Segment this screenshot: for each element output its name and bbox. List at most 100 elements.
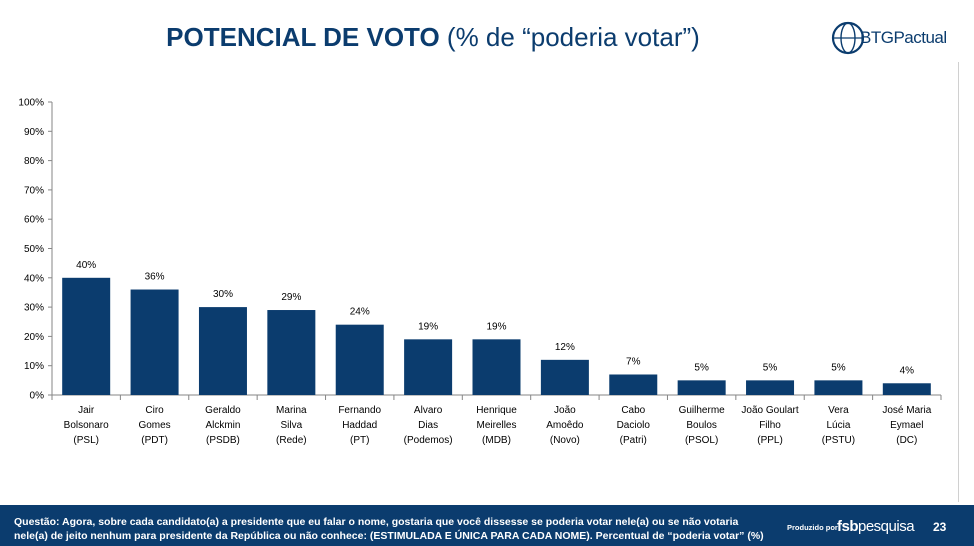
y-tick-label: 50% (24, 244, 44, 255)
category-label-line: Alckmin (205, 420, 240, 431)
category-label-line: Daciolo (617, 420, 651, 431)
category-label-line: João Goulart (741, 405, 798, 416)
title-subtitle: (% de “poderia votar”) (439, 22, 700, 52)
category-label-line: (PSL) (73, 435, 99, 446)
bar (609, 374, 658, 395)
category-label-line: (DC) (896, 435, 917, 446)
category-label-line: Silva (281, 420, 303, 431)
category-label: Fernando Haddad (PT) (338, 405, 381, 446)
bar (130, 289, 179, 395)
category-label-line: João (554, 405, 576, 416)
y-tick-label: 70% (24, 185, 44, 196)
category-label-line: Jair (78, 405, 95, 416)
label-layer: 40% Jair Bolsonaro (PSL) 36% Ciro Gomes (PDT) 30… (64, 260, 932, 446)
y-tick-label: 0% (30, 391, 45, 402)
category-label-line: Vera (828, 405, 849, 416)
category-label-line: (Rede) (276, 435, 307, 446)
page-number: 23 (933, 520, 947, 534)
category-label-line: Meirelles (476, 420, 516, 431)
category-label: Vera Lúcia (PSTU) (822, 405, 855, 446)
category-label-line: Alvaro (414, 405, 443, 416)
category-label-line: (Podemos) (404, 435, 453, 446)
data-label: 36% (145, 272, 165, 283)
category-label-line: Marina (276, 405, 307, 416)
category-label: Geraldo Alckmin (PSDB) (205, 405, 241, 446)
category-label: João Goulart Filho (PPL) (741, 405, 798, 446)
bar (540, 359, 589, 395)
bar (404, 339, 453, 395)
bar (814, 380, 863, 395)
category-label-line: Gomes (138, 420, 170, 431)
y-tick-label: 20% (24, 332, 44, 343)
right-divider (958, 62, 959, 502)
y-tick-label: 60% (24, 215, 44, 226)
category-label-line: (PDT) (141, 435, 168, 446)
data-label: 5% (694, 362, 709, 373)
category-label: Marina Silva (Rede) (276, 405, 307, 446)
category-label: Ciro Gomes (PDT) (138, 405, 170, 446)
data-label: 30% (213, 289, 233, 300)
category-label-line: (PSDB) (206, 435, 240, 446)
fsb-logo-b: pesquisa (858, 518, 915, 535)
category-label-line: Eymael (890, 420, 923, 431)
data-label: 24% (350, 307, 370, 318)
page-title: POTENCIAL DE VOTO (% de “poderia votar”) (0, 22, 866, 53)
y-tick-label: 40% (24, 273, 44, 284)
data-label: 5% (763, 362, 778, 373)
data-label: 4% (900, 365, 915, 376)
category-label-line: Ciro (145, 405, 164, 416)
category-label: José Maria Eymael (DC) (882, 405, 931, 446)
fsb-logo-a: fsb (837, 518, 859, 535)
category-label-line: (MDB) (482, 435, 511, 446)
title-main: POTENCIAL DE VOTO (166, 22, 440, 52)
category-label-line: (PT) (350, 435, 369, 446)
data-label: 40% (76, 260, 96, 271)
question-text: Questão: Agora, sobre cada candidato(a) … (14, 516, 764, 542)
category-label-line: Guilherme (679, 405, 726, 416)
category-label-line: Boulos (686, 420, 717, 431)
y-tick-label: 80% (24, 156, 44, 167)
bar (677, 380, 726, 395)
y-tick-label: 100% (18, 98, 44, 109)
btg-logo: BTGPactual (830, 18, 970, 58)
category-label-line: Cabo (621, 405, 645, 416)
fsb-logo: fsbpesquisa (837, 518, 915, 535)
category-label: Guilherme Boulos (PSOL) (679, 405, 726, 446)
category-label-line: Henrique (476, 405, 517, 416)
category-label-line: (PSOL) (685, 435, 718, 446)
bar (882, 383, 931, 395)
category-label-line: Filho (759, 420, 781, 431)
category-label-line: José Maria (882, 405, 931, 416)
category-label: Jair Bolsonaro (PSL) (64, 405, 109, 446)
y-tick-label: 90% (24, 127, 44, 138)
data-label: 19% (486, 321, 506, 332)
category-label-line: (PSTU) (822, 435, 855, 446)
category-label-line: Bolsonaro (64, 420, 109, 431)
bar-chart: 0% 10% 20% 30% 40% 50% 60% 70% 80% 90% 100% 40% Jai… (18, 98, 942, 446)
bar (335, 324, 384, 395)
category-label-line: Lúcia (826, 420, 850, 431)
category-label-line: Haddad (342, 420, 377, 431)
bar-layer (62, 277, 931, 395)
data-label: 19% (418, 321, 438, 332)
data-label: 7% (626, 356, 641, 367)
bar (472, 339, 521, 395)
data-label: 12% (555, 342, 575, 353)
data-label: 5% (831, 362, 846, 373)
data-label: 29% (281, 292, 301, 303)
btg-globe-icon (831, 21, 865, 55)
category-label-line: Dias (418, 420, 438, 431)
category-label-line: Geraldo (205, 405, 241, 416)
category-label-line: (PPL) (757, 435, 783, 446)
bar (198, 307, 247, 395)
category-label: Henrique Meirelles (MDB) (476, 405, 517, 446)
bar (267, 310, 316, 395)
category-label-line: (Novo) (550, 435, 580, 446)
bar (62, 277, 111, 395)
category-label-line: Amoêdo (546, 420, 584, 431)
category-label: Alvaro Dias (Podemos) (404, 405, 453, 446)
category-label: Cabo Daciolo (Patri) (617, 405, 651, 446)
logo-text: BTGPactual (860, 28, 947, 47)
y-tick-label: 30% (24, 303, 44, 314)
category-label: João Amoêdo (Novo) (546, 405, 584, 446)
